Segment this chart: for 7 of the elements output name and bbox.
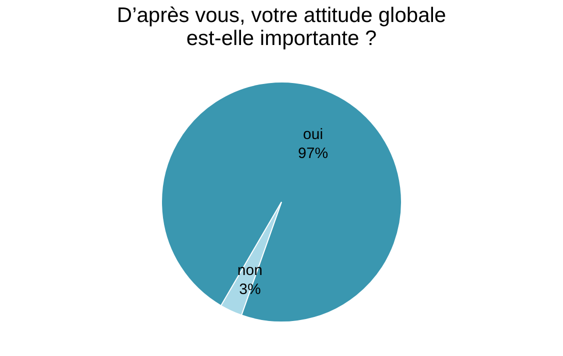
chart-title: D’après vous, votre attitude globale est-elle importante ? [116, 4, 446, 50]
slice-label: non [237, 262, 262, 280]
data-label: 97% [298, 144, 328, 162]
pie-slice [220, 202, 282, 316]
pie-slice [161, 82, 402, 322]
data-label: 3% [239, 281, 261, 298]
slice-label: oui [303, 126, 324, 143]
